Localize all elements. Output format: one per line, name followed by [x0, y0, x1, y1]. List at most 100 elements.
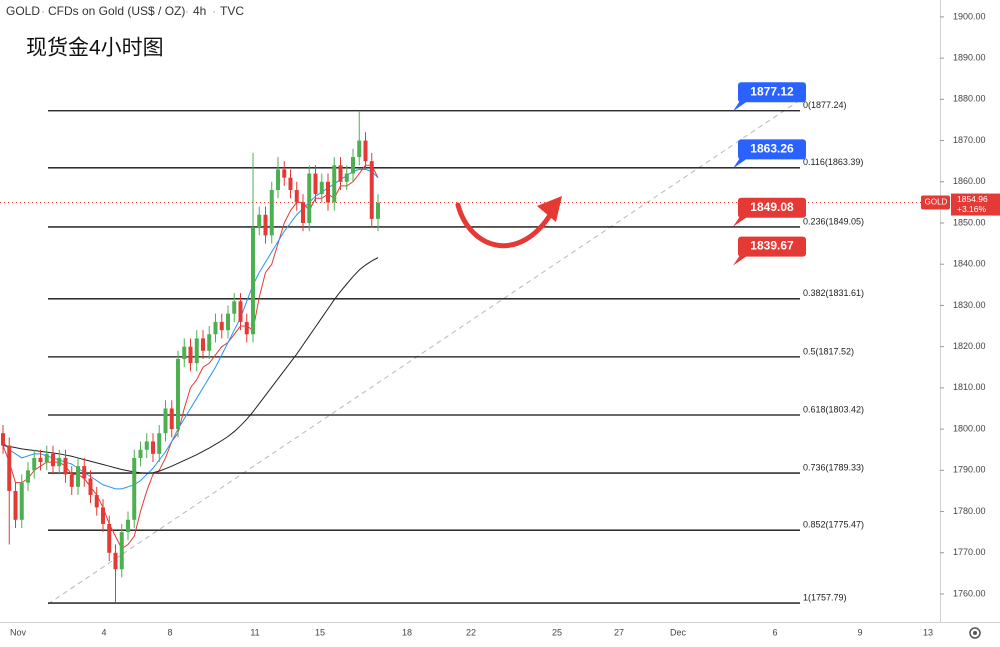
candle-body [338, 165, 343, 182]
fib-label: 0(1877.24) [803, 100, 847, 110]
symbol-tag-label: GOLD [925, 198, 948, 207]
last-price-label: 1854.96 [957, 194, 988, 204]
candle-body [126, 519, 130, 533]
fib-label: 0.116(1863.39) [803, 157, 863, 167]
x-tick-label: 22 [466, 627, 476, 637]
candle-body [69, 474, 74, 487]
candle-body [238, 301, 243, 322]
fib-label: 0.852(1775.47) [803, 520, 864, 530]
y-tick-label: 1760.00 [953, 588, 986, 598]
y-tick-label: 1880.00 [953, 94, 986, 104]
candle-body [351, 157, 355, 174]
candle-body [182, 346, 187, 360]
y-tick-label: 1860.00 [953, 176, 986, 186]
fib-label: 1(1757.79) [803, 592, 847, 602]
candle-body [51, 453, 55, 467]
arrow-head [537, 196, 562, 222]
trend-line [47, 99, 801, 605]
candle-body [301, 202, 305, 223]
candle-body [113, 552, 118, 570]
candle-body [363, 140, 368, 162]
plot: 1760.00 1770.00 1780.00 1790.00 1800.00 1810.… [0, 11, 986, 637]
candle-body [282, 169, 287, 178]
candle-body [307, 173, 312, 223]
x-tick-label: 6 [772, 627, 777, 637]
separator: · [212, 4, 216, 18]
x-tick-label: 9 [857, 627, 862, 637]
candle-body [276, 169, 280, 191]
price-tag-label: 1849.08 [750, 200, 794, 214]
x-tick-label: Nov [10, 627, 27, 637]
separator: · [185, 4, 189, 18]
x-tick-label: 8 [167, 627, 172, 637]
interval: 4h [193, 4, 206, 18]
candle-body [144, 441, 149, 450]
candle-body [257, 214, 262, 228]
candle-body [88, 478, 93, 496]
candle-body [207, 334, 212, 351]
candle-body [38, 457, 43, 463]
candle-body [119, 532, 124, 570]
candle-body [157, 433, 162, 454]
price-tag-label: 1877.12 [750, 84, 794, 98]
candle-body [319, 181, 324, 195]
y-tick-label: 1800.00 [953, 423, 986, 433]
candle-body [1, 433, 5, 446]
candle-body [63, 457, 68, 475]
candle-body [188, 346, 193, 364]
price-tag [738, 82, 806, 103]
candle-body [44, 453, 49, 463]
settings-icon[interactable] [969, 627, 981, 639]
y-tick-label: 1850.00 [953, 217, 986, 227]
candle-body [138, 449, 143, 458]
separator: · [41, 4, 45, 18]
y-tick-label: 1870.00 [953, 135, 986, 145]
x-tick-label: 4 [101, 627, 106, 637]
candle-body [101, 507, 105, 524]
price-tag [738, 236, 806, 257]
candle-body [76, 466, 80, 487]
price-tag-label: 1839.67 [750, 239, 794, 253]
x-tick-label: Dec [670, 627, 687, 637]
fib-label: 0.236(1849.05) [803, 216, 864, 226]
gear-center[interactable] [973, 631, 977, 635]
x-tick-label: 18 [402, 627, 412, 637]
fib-label: 0.618(1803.42) [803, 404, 864, 414]
candle-body [57, 457, 62, 467]
fib-label: 0.5(1817.52) [803, 346, 854, 356]
description: CFDs on Gold (US$ / OZ) [48, 4, 185, 18]
symbol-tag [921, 195, 950, 210]
candle-body [194, 338, 199, 364]
candle-body [269, 190, 274, 236]
candle-body [332, 165, 337, 203]
y-tick-label: 1820.00 [953, 341, 986, 351]
price-tag-label: 1863.26 [750, 142, 794, 156]
y-tick-label: 1780.00 [953, 506, 986, 516]
price-tag [738, 197, 806, 218]
candle-body [213, 321, 218, 335]
candle-body [376, 202, 380, 219]
price-tag [738, 139, 806, 160]
candle-body [288, 177, 293, 191]
x-tick-label: 11 [250, 627, 259, 637]
source: TVC [220, 4, 244, 18]
candle-body [82, 466, 87, 479]
fib-label: 0.382(1831.61) [803, 288, 864, 298]
x-tick-label: 13 [923, 627, 933, 637]
y-tick-label: 1810.00 [953, 382, 986, 392]
gear[interactable] [969, 627, 981, 639]
candle-body [313, 173, 318, 195]
candle-body [357, 140, 362, 158]
candle-body [26, 470, 30, 483]
y-tick-label: 1900.00 [953, 11, 986, 21]
candle-body [169, 408, 174, 430]
candle-body [226, 313, 230, 331]
candle-body [263, 214, 268, 236]
x-tick-label: 27 [614, 627, 624, 637]
y-tick-label: 1890.00 [953, 52, 986, 62]
candle-body [107, 523, 112, 553]
y-tick-label: 1840.00 [953, 259, 986, 269]
x-tick-label: 15 [315, 627, 325, 637]
candle-body [163, 408, 168, 434]
